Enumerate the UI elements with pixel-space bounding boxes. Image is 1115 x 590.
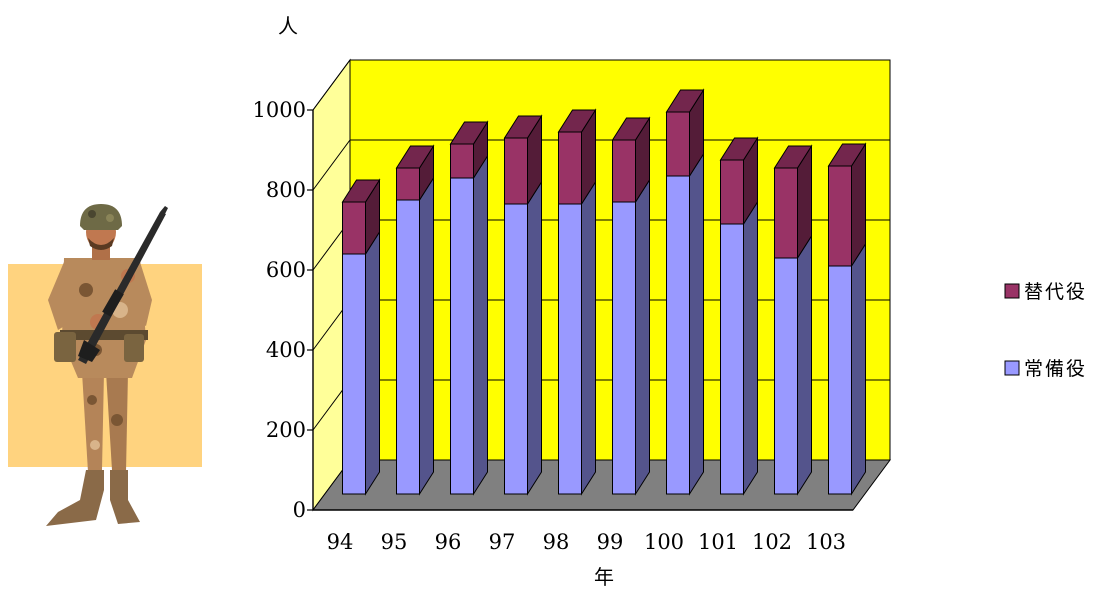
- x-tick-label: 98: [543, 530, 570, 554]
- x-tick-labels: 94 95 96 97 98 99 100 101 102 103: [327, 530, 846, 554]
- bar-side-face: [851, 242, 866, 496]
- bar-97-常備役: [504, 180, 542, 496]
- bar-front-face: [720, 223, 744, 495]
- bar-100-常備役: [666, 152, 704, 496]
- bar-100-替代役: [665, 88, 705, 178]
- bar-98-常備役: [558, 180, 596, 496]
- bar-top-face: [557, 109, 597, 133]
- bar-96-常備役: [450, 154, 488, 496]
- x-tick-label: 99: [597, 530, 624, 554]
- bar-top-face: [611, 117, 651, 141]
- bar-97-替代役: [503, 114, 543, 206]
- bar-top-face: [395, 145, 435, 169]
- x-tick-label: 96: [435, 530, 462, 554]
- legend-item: 常備役: [1004, 358, 1087, 380]
- bar-top-face: [719, 137, 759, 161]
- bar-99-替代役: [611, 116, 651, 204]
- bar-front-face: [666, 111, 690, 177]
- legend-swatch: [1004, 360, 1020, 376]
- bar-95-替代役: [395, 144, 435, 202]
- bar-103-替代役: [827, 142, 867, 268]
- y-tick-label: 200: [266, 418, 306, 442]
- legend-label: 常備役: [1024, 358, 1087, 380]
- x-tick-label: 102: [752, 530, 792, 554]
- bar-side-face: [797, 234, 812, 496]
- bar-top-face: [449, 121, 489, 145]
- bar-front-face: [450, 177, 474, 495]
- bar-96-替代役: [449, 120, 489, 180]
- gridline: [312, 59, 890, 111]
- bar-front-face: [666, 175, 690, 495]
- bar-94-常備役: [342, 230, 380, 496]
- bar-side-face: [527, 180, 542, 496]
- axes: [307, 109, 853, 511]
- bar-102-替代役: [773, 144, 813, 260]
- bar-94-替代役: [341, 178, 381, 256]
- x-tick-label: 101: [698, 530, 738, 554]
- stacked-3d-bar-chart: 0 200 400 600 800 1000 94 95 96 97 98 99 100 101 102 1…: [253, 14, 1087, 589]
- bar-front-face: [504, 137, 528, 205]
- bar-front-face: [396, 167, 420, 201]
- soldier-icon: [46, 204, 168, 526]
- bar-side-face: [365, 230, 380, 496]
- y-tick-labels: 0 200 400 600 800 1000: [253, 98, 306, 522]
- bars: [341, 88, 867, 496]
- bar-side-face: [473, 154, 488, 496]
- x-tick-label: 94: [327, 530, 354, 554]
- bar-front-face: [774, 257, 798, 495]
- y-axis-title: 人: [278, 14, 298, 38]
- bar-102-常備役: [774, 234, 812, 496]
- y-tick-label: 400: [266, 338, 306, 362]
- y-tick-label: 1000: [253, 98, 306, 122]
- bar-front-face: [720, 159, 744, 225]
- x-tick-label: 97: [489, 530, 516, 554]
- bar-top-face: [827, 143, 867, 167]
- gridline: [312, 139, 890, 191]
- bar-top-face: [503, 115, 543, 139]
- bar-side-face: [419, 176, 434, 496]
- bar-top-face: [665, 89, 705, 113]
- bar-front-face: [450, 143, 474, 179]
- bar-95-常備役: [396, 176, 434, 496]
- bar-front-face: [342, 253, 366, 495]
- bar-front-face: [774, 167, 798, 259]
- soldier-illustration: [8, 204, 202, 526]
- bar-front-face: [828, 265, 852, 495]
- bar-top-face: [341, 179, 381, 203]
- bar-front-face: [612, 201, 636, 495]
- bar-side-face: [581, 180, 596, 496]
- bar-99-常備役: [612, 178, 650, 496]
- bar-top-face: [773, 145, 813, 169]
- bar-101-常備役: [720, 200, 758, 496]
- bar-98-替代役: [557, 108, 597, 206]
- legend-item: 替代役: [1004, 281, 1087, 303]
- y-tick-label: 0: [293, 498, 306, 522]
- bar-front-face: [558, 203, 582, 495]
- legend-swatch: [1004, 283, 1020, 299]
- bar-front-face: [504, 203, 528, 495]
- x-tick-label: 100: [644, 530, 684, 554]
- legend-label: 替代役: [1024, 281, 1087, 303]
- bar-101-替代役: [719, 136, 759, 226]
- y-tick-label: 800: [266, 178, 306, 202]
- bar-103-常備役: [828, 242, 866, 496]
- bar-side-face: [635, 178, 650, 496]
- x-axis-title: 年: [594, 565, 614, 589]
- bar-side-face: [689, 152, 704, 496]
- bar-front-face: [558, 131, 582, 205]
- x-tick-label: 103: [806, 530, 846, 554]
- bar-side-face: [743, 200, 758, 496]
- bar-front-face: [396, 199, 420, 495]
- bar-front-face: [828, 165, 852, 267]
- x-tick-label: 95: [381, 530, 408, 554]
- y-tick-label: 600: [266, 258, 306, 282]
- bar-front-face: [612, 139, 636, 203]
- bar-front-face: [342, 201, 366, 255]
